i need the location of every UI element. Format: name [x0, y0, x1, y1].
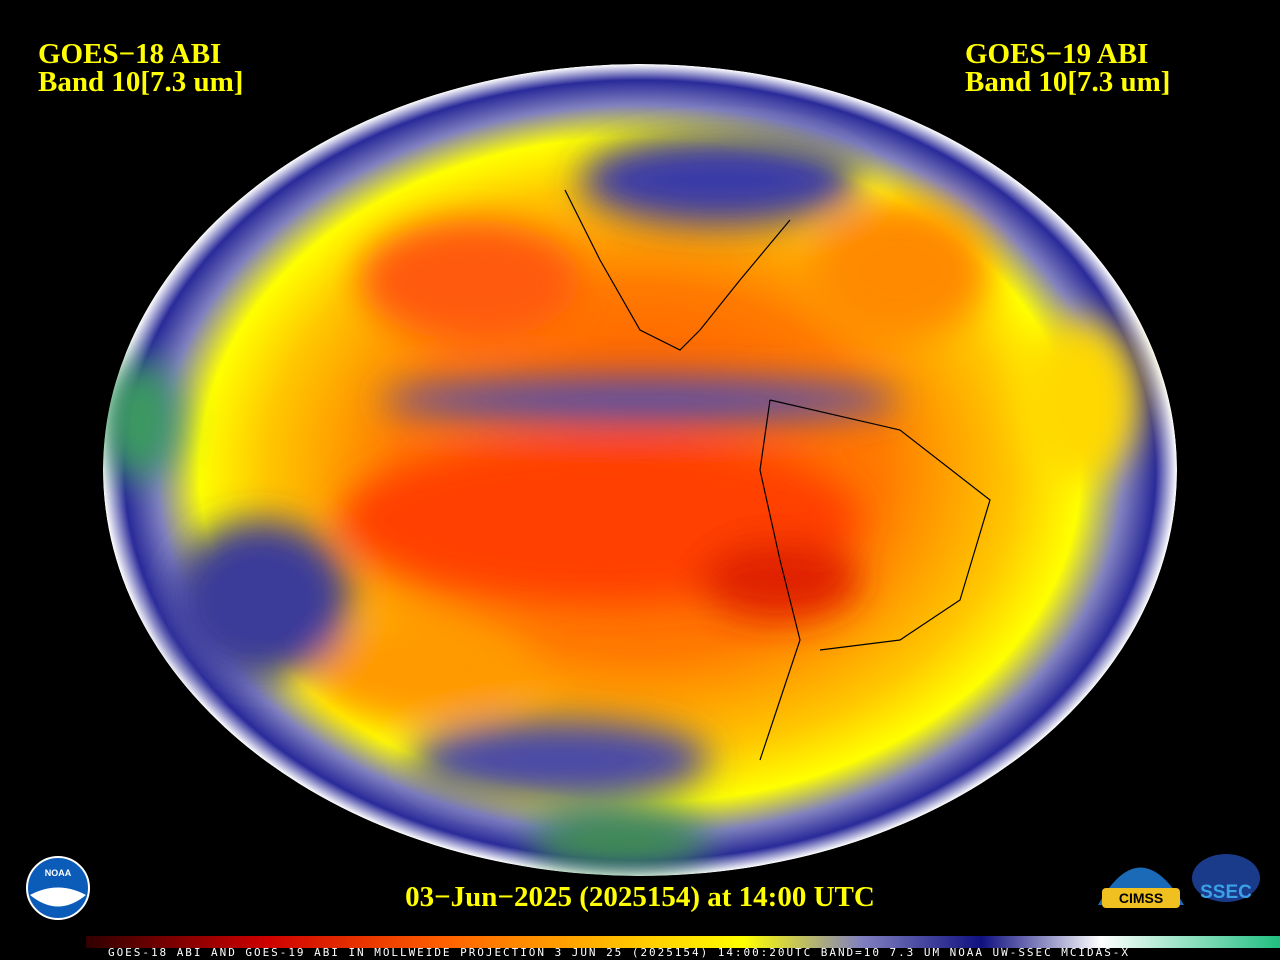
noaa-logo: NOAA: [26, 856, 90, 920]
right-satellite: GOES−19 ABI: [965, 38, 1148, 70]
ssec-logo: SSEC: [1192, 854, 1260, 903]
right-band: Band 10[7.3 um]: [965, 66, 1170, 98]
cimss-label: CIMSS: [1119, 890, 1163, 906]
coastlines: [564, 189, 991, 761]
noaa-label: NOAA: [45, 868, 72, 878]
footer-caption: GOES-18 ABI AND GOES-19 ABI IN MOLLWEIDE…: [108, 946, 1128, 959]
cimss-logo: CIMSS: [1098, 867, 1184, 908]
left-satellite: GOES−18 ABI: [38, 38, 221, 70]
globe: [103, 64, 1177, 876]
weather-features: [103, 135, 1140, 870]
left-band: Band 10[7.3 um]: [38, 66, 243, 98]
timestamp: 03−Jun−2025 (2025154) at 14:00 UTC: [405, 881, 875, 913]
ssec-label: SSEC: [1200, 882, 1252, 903]
color-bar: [86, 936, 1280, 948]
